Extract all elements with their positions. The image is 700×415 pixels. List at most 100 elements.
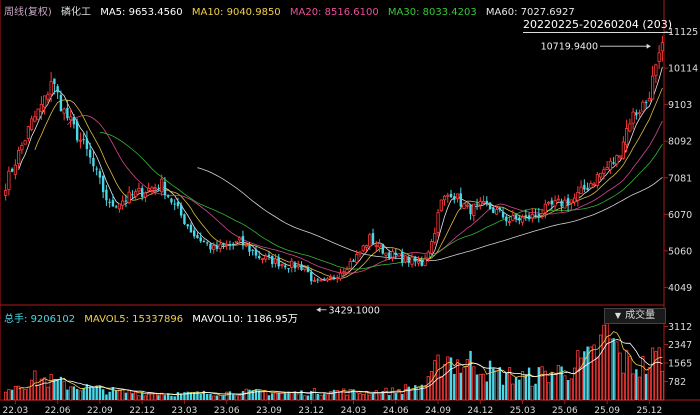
candle-body: [518, 217, 521, 221]
volume-bar: [199, 394, 202, 400]
volume-bars: [4, 321, 664, 401]
volume-bar: [244, 388, 248, 401]
volume-bar: [534, 383, 537, 400]
candle-body: [537, 214, 541, 217]
candle-body: [143, 192, 148, 198]
candle-body: [543, 203, 547, 213]
candle-body: [358, 251, 362, 255]
volume-bar: [325, 394, 330, 401]
vol-tick-label: 782: [668, 377, 686, 388]
candle-body: [342, 271, 346, 274]
mavol5-legend: MAVOL5: 15337896: [84, 314, 184, 325]
candle-body: [345, 269, 349, 273]
volume-bar: [10, 389, 14, 400]
candle-body: [66, 107, 69, 119]
candle-body: [583, 184, 586, 190]
volume-bar: [621, 372, 625, 401]
volume-bar: [323, 393, 326, 400]
volume-bar: [414, 385, 417, 400]
volume-bar: [284, 392, 287, 400]
volume-bar: [114, 390, 118, 400]
candle-body: [59, 94, 63, 112]
total-volume: 总手: 9206102: [4, 314, 76, 325]
volume-bar: [390, 387, 395, 401]
volume-bar: [234, 395, 239, 401]
candle-body: [192, 230, 196, 237]
ma-legend: 周线(复权) 磷化工 MA5: 9653.4560 MA10: 9040.985…: [4, 3, 581, 18]
volume-bar: [381, 391, 384, 400]
candle-body: [361, 245, 365, 252]
candle-body: [82, 139, 85, 141]
ma20-line: [67, 115, 663, 274]
volume-bar: [527, 367, 531, 400]
x-axis-ticks: 22.03 22.06 22.09 22.12 23.03 23.06 23.09 23.12…: [2, 400, 662, 415]
volume-bar: [625, 349, 629, 401]
volume-bar: [361, 394, 365, 401]
candle-body: [615, 155, 619, 165]
volume-bar: [602, 324, 606, 401]
volume-bar: [258, 390, 261, 400]
volume-bar: [4, 391, 8, 401]
volume-bar: [134, 391, 138, 401]
volume-bar: [319, 394, 323, 401]
volume-bar: [657, 347, 661, 401]
candle-body: [267, 254, 271, 257]
volume-bar: [401, 393, 404, 400]
volume-bar: [277, 392, 280, 400]
volume-bar: [550, 372, 554, 400]
candle-body: [348, 260, 352, 269]
candle-body: [264, 255, 268, 260]
volume-bar: [254, 389, 258, 400]
candle-body: [170, 198, 173, 203]
volume-bar: [69, 386, 73, 401]
candle-body: [105, 189, 108, 201]
candle-body: [69, 116, 73, 121]
volume-bar: [329, 391, 333, 401]
candle-body: [371, 233, 375, 244]
min-arrow-icon: [316, 307, 321, 313]
candle-body: [287, 268, 290, 270]
volume-bar: [498, 367, 502, 400]
volume-bar: [209, 393, 212, 400]
volume-bar: [615, 341, 619, 401]
date-range: 20220225-20260204 (203): [522, 18, 672, 33]
volume-bar: [300, 390, 303, 400]
volume-bar: [423, 384, 427, 401]
candle-body: [157, 188, 160, 190]
candle-body: [550, 200, 554, 205]
period-label: 周线(复权): [4, 7, 52, 18]
candle-body: [150, 187, 154, 191]
candle-body: [43, 95, 47, 108]
candle-body: [131, 194, 134, 196]
candle-body: [507, 221, 512, 223]
volume-bar: [505, 372, 508, 400]
volume-bar: [105, 394, 108, 400]
candle-body: [439, 199, 443, 212]
volume-bar: [644, 373, 648, 400]
y-tick-label: 7081: [668, 173, 692, 184]
candle-body: [381, 243, 384, 254]
candle-body: [401, 252, 404, 263]
candle-body: [300, 264, 303, 270]
mavol10-line: [34, 339, 663, 396]
candle-body: [429, 241, 434, 254]
y-axis-ticks: 11125 10114 9103 8092 7081 6070 5060 4049: [664, 27, 698, 294]
volume-bar: [462, 366, 466, 401]
volume-bar: [248, 389, 251, 400]
indicator-select-button[interactable]: ▼ 成交量: [604, 308, 666, 324]
candle-body: [540, 213, 544, 216]
volume-bar: [377, 394, 382, 401]
volume-bar: [303, 395, 307, 401]
volume-bar: [82, 388, 85, 400]
volume-bar: [137, 395, 141, 401]
candle-body: [290, 260, 294, 268]
candle-body: [260, 258, 265, 261]
volume-bar: [488, 360, 492, 400]
candle-body: [453, 196, 456, 200]
volume-bar: [196, 391, 199, 400]
volume-bar: [53, 379, 56, 400]
volume-bar: [439, 376, 443, 401]
volume-bar: [176, 392, 180, 400]
candle-body: [605, 167, 609, 170]
